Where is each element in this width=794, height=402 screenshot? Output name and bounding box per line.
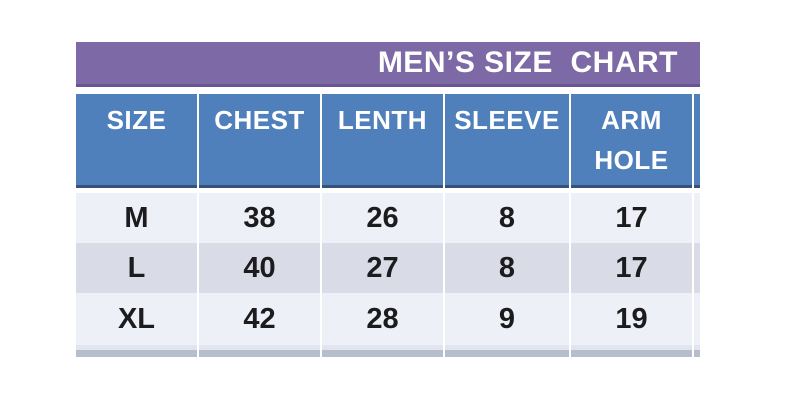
table-row-xl: XL 42 28 9 19	[76, 293, 700, 345]
cell-arm-hole-row-m: 17	[571, 193, 692, 243]
cell-chest-row-m: 38	[199, 193, 320, 243]
header-cell-cropped-sliver	[694, 94, 700, 188]
cell-chest-row-xl: 42	[199, 293, 320, 345]
chart-title-bar: MEN’S SIZE CHART	[76, 42, 700, 87]
cell-chest-row-l: 40	[199, 243, 320, 293]
cell-lenth-row-l: 27	[322, 243, 443, 293]
cell-sleeve-row-l: 8	[445, 243, 569, 293]
cell-lenth-row-m: 26	[322, 193, 443, 243]
table-body: M 38 26 8 17 L 40 27 8 17 XL 42 28 9 19	[76, 193, 700, 345]
table-row-m: M 38 26 8 17	[76, 193, 700, 243]
cell-size-row-l: L	[76, 243, 197, 293]
header-cell-size: SIZE	[76, 94, 197, 188]
cell-arm-hole-row-xl: 19	[571, 293, 692, 345]
cell-cropped-sliver	[694, 293, 700, 345]
cell-cropped-sliver	[694, 243, 700, 293]
header-cell-sleeve: SLEEVE	[445, 94, 569, 188]
cell-sleeve-row-xl: 9	[445, 293, 569, 345]
cropped-row-cell	[322, 345, 443, 357]
cropped-row-cell	[445, 345, 569, 357]
cell-size-row-m: M	[76, 193, 197, 243]
cell-lenth-row-xl: 28	[322, 293, 443, 345]
cell-size-row-xl: XL	[76, 293, 197, 345]
header-cell-arm-hole: ARM HOLE	[571, 94, 692, 188]
cropped-row-cell	[571, 345, 692, 357]
cropped-row-cell	[694, 345, 700, 357]
cropped-row-cell	[76, 345, 197, 357]
cell-sleeve-row-m: 8	[445, 193, 569, 243]
header-cell-chest: CHEST	[199, 94, 320, 188]
cropped-row-cell	[199, 345, 320, 357]
cropped-partial-row	[76, 345, 700, 357]
header-cell-lenth: LENTH	[322, 94, 443, 188]
size-chart-table: MEN’S SIZE CHART SIZE CHEST LENTH SLEEVE ARM…	[76, 42, 700, 357]
chart-title: MEN’S SIZE CHART	[377, 46, 678, 79]
table-row-l: L 40 27 8 17	[76, 243, 700, 293]
cell-arm-hole-row-l: 17	[571, 243, 692, 293]
cell-cropped-sliver	[694, 193, 700, 243]
table-header-row: SIZE CHEST LENTH SLEEVE ARM HOLE	[76, 94, 700, 188]
